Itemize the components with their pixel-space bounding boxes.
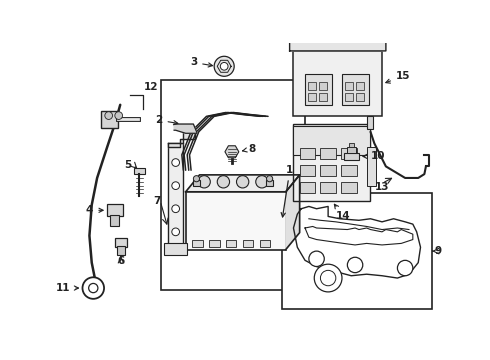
Circle shape	[172, 182, 179, 189]
Bar	[168, 143, 183, 247]
Text: 6: 6	[118, 256, 124, 266]
Bar	[186, 192, 286, 249]
Circle shape	[105, 112, 113, 120]
Circle shape	[89, 283, 98, 293]
Circle shape	[237, 176, 249, 188]
Bar	[107, 204, 122, 216]
Bar	[115, 238, 127, 247]
Bar	[367, 147, 376, 186]
Bar	[320, 148, 336, 159]
Text: 14: 14	[334, 204, 351, 221]
Circle shape	[172, 205, 179, 213]
Bar	[305, 74, 332, 105]
Bar	[192, 239, 203, 247]
Text: 3: 3	[190, 58, 213, 67]
Bar	[101, 111, 118, 128]
Bar	[117, 246, 125, 255]
Circle shape	[220, 62, 228, 70]
Circle shape	[309, 251, 324, 266]
Text: 13: 13	[375, 182, 389, 192]
Text: 12: 12	[143, 82, 158, 92]
Text: 4: 4	[86, 205, 103, 215]
Circle shape	[267, 176, 272, 182]
Bar	[193, 180, 200, 186]
Bar	[134, 168, 145, 174]
Bar	[294, 124, 370, 201]
Bar	[260, 239, 270, 247]
Text: 10: 10	[363, 152, 385, 161]
Bar	[349, 143, 354, 147]
Polygon shape	[174, 124, 197, 133]
Bar	[320, 182, 336, 193]
Text: 2: 2	[155, 115, 178, 125]
Circle shape	[217, 176, 229, 188]
Bar	[164, 243, 187, 255]
Text: 11: 11	[56, 283, 78, 293]
Polygon shape	[290, 29, 386, 51]
Circle shape	[194, 176, 199, 182]
Bar	[341, 165, 357, 176]
Bar	[294, 126, 370, 155]
Text: 8: 8	[243, 144, 256, 154]
Circle shape	[214, 56, 234, 76]
Bar	[300, 165, 315, 176]
Circle shape	[397, 260, 413, 276]
Circle shape	[82, 277, 104, 299]
Circle shape	[347, 257, 363, 273]
Bar	[266, 180, 273, 186]
Bar	[319, 93, 326, 101]
Bar	[320, 165, 336, 176]
Polygon shape	[286, 175, 300, 249]
Polygon shape	[186, 175, 300, 192]
Text: 9: 9	[435, 246, 441, 256]
Bar	[209, 239, 220, 247]
Text: 15: 15	[386, 71, 411, 83]
Bar	[319, 82, 326, 90]
Text: 1: 1	[281, 165, 294, 217]
Bar	[342, 74, 369, 105]
Text: 7: 7	[153, 196, 160, 206]
Bar	[367, 116, 373, 130]
Bar	[341, 182, 357, 193]
Circle shape	[320, 270, 336, 286]
Bar	[308, 82, 316, 90]
Polygon shape	[168, 132, 195, 147]
Circle shape	[115, 112, 122, 120]
Bar	[356, 93, 364, 101]
Text: 5: 5	[124, 160, 132, 170]
Bar	[300, 148, 315, 159]
Bar	[110, 215, 120, 226]
Bar	[356, 82, 364, 90]
Bar	[161, 80, 305, 289]
Bar	[300, 182, 315, 193]
Bar	[226, 239, 237, 247]
Bar	[343, 153, 359, 160]
Bar	[345, 82, 353, 90]
Circle shape	[198, 176, 210, 188]
Bar	[282, 193, 432, 309]
Circle shape	[256, 176, 268, 188]
Circle shape	[314, 264, 342, 292]
Circle shape	[172, 159, 179, 166]
Bar	[341, 148, 357, 159]
Bar	[345, 93, 353, 101]
Bar	[294, 51, 382, 116]
Bar	[346, 147, 356, 153]
Bar	[243, 239, 253, 247]
Circle shape	[172, 228, 179, 236]
Bar	[308, 93, 316, 101]
